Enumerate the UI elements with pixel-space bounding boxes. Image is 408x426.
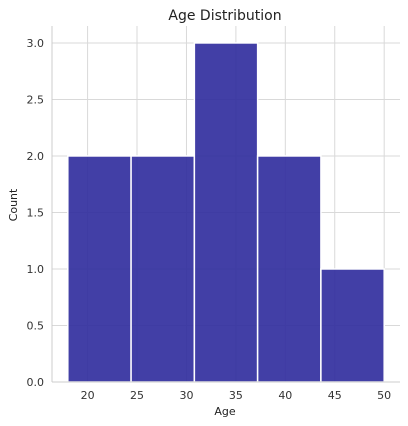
y-tick-label: 2.5 <box>27 93 45 106</box>
x-tick-label: 30 <box>179 389 193 402</box>
histogram-bar <box>193 42 259 383</box>
chart-title: Age Distribution <box>168 8 281 24</box>
x-tick-label: 50 <box>377 389 391 402</box>
x-axis-label: Age <box>214 405 236 418</box>
axes <box>51 26 400 383</box>
y-tick-label: 1.0 <box>27 263 45 276</box>
y-axis-label: Count <box>7 188 20 221</box>
x-tick-label: 25 <box>130 389 144 402</box>
histogram-bar <box>320 268 385 383</box>
x-tick-label: 35 <box>229 389 243 402</box>
histogram-bars <box>67 42 385 383</box>
tick-labels: 20 25 30 35 40 45 50 0.0 0.5 1.0 1.5 2.0 2.5 3.0 <box>27 37 392 402</box>
x-tick-label: 20 <box>81 389 95 402</box>
y-tick-label: 0.5 <box>27 319 45 332</box>
x-tick-label: 40 <box>278 389 292 402</box>
y-tick-label: 3.0 <box>27 37 45 50</box>
y-tick-label: 1.5 <box>27 206 45 219</box>
y-tick-label: 0.0 <box>27 376 45 389</box>
histogram-bar <box>130 155 196 383</box>
x-tick-label: 45 <box>328 389 342 402</box>
histogram-bar <box>67 155 132 383</box>
y-tick-label: 2.0 <box>27 150 45 163</box>
histogram-bar <box>256 155 322 383</box>
